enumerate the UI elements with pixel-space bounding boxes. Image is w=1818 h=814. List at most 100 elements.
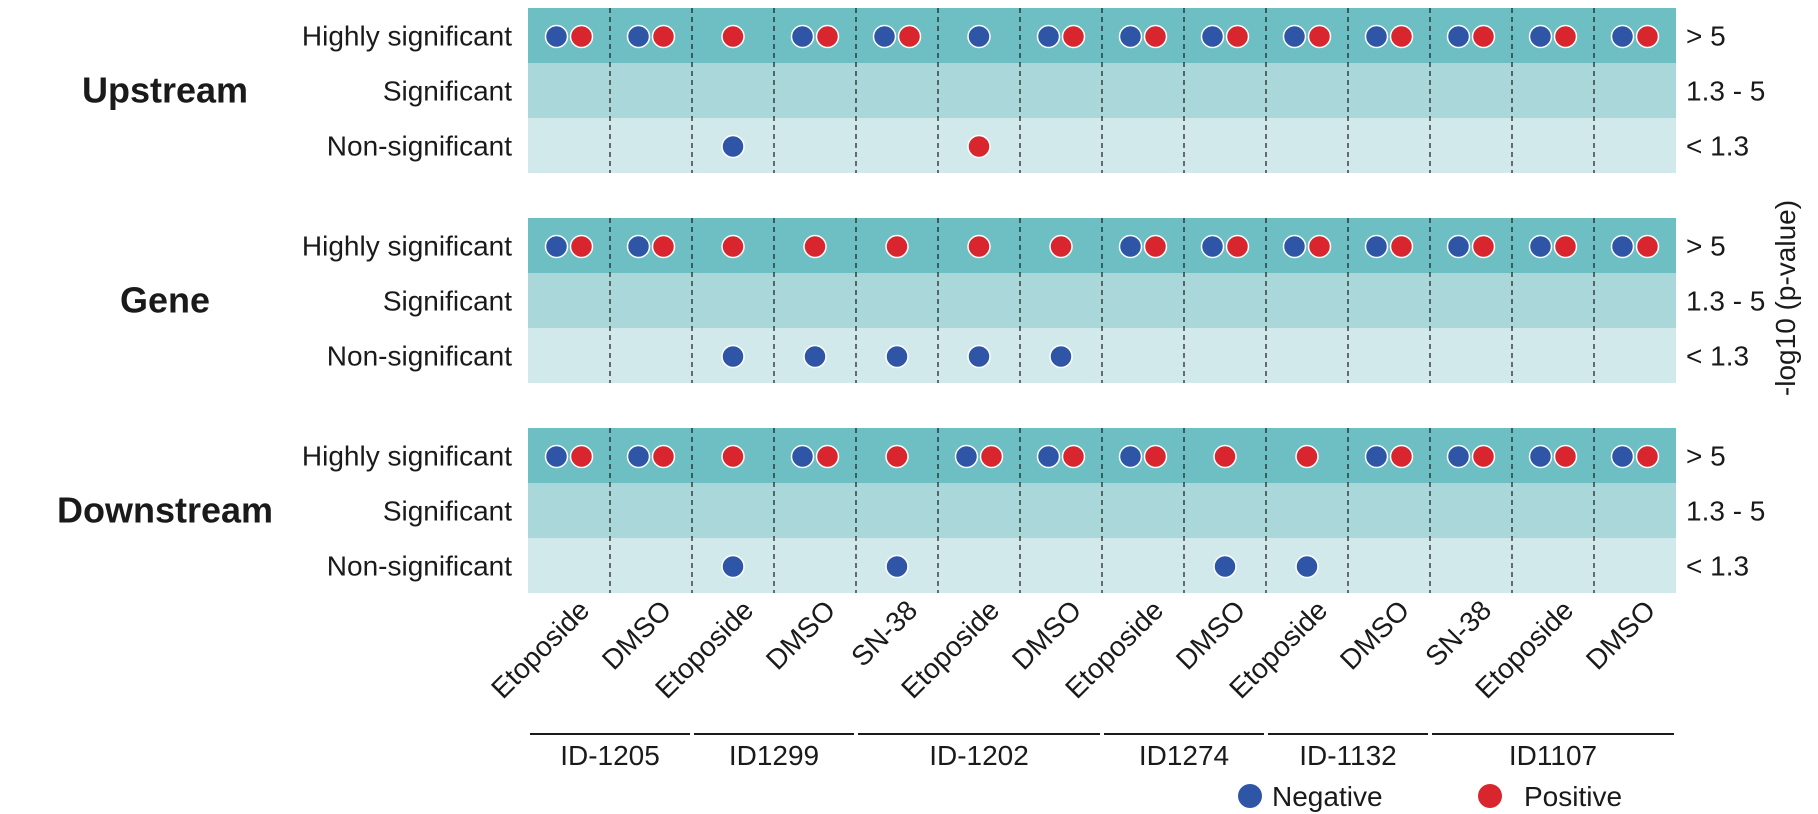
negative-dot bbox=[1610, 234, 1635, 259]
positive-dot bbox=[1553, 444, 1578, 469]
range-label: 1.3 - 5 bbox=[1686, 76, 1765, 107]
positive-dot bbox=[1225, 234, 1250, 259]
negative-dot bbox=[1118, 444, 1143, 469]
row-label: Non-significant bbox=[327, 341, 512, 372]
legend-positive-marker bbox=[1478, 784, 1502, 808]
positive-dot bbox=[1389, 234, 1414, 259]
axis-title: -log10 (p-value) bbox=[1770, 200, 1801, 396]
row-label: Non-significant bbox=[327, 551, 512, 582]
negative-dot bbox=[1364, 234, 1389, 259]
negative-dot bbox=[1282, 24, 1307, 49]
negative-dot bbox=[1295, 554, 1319, 579]
row-label: Highly significant bbox=[302, 21, 512, 52]
positive-dot bbox=[1143, 234, 1168, 259]
positive-dot bbox=[885, 234, 909, 259]
negative-dot bbox=[1528, 24, 1553, 49]
negative-dot bbox=[1364, 24, 1389, 49]
positive-dot bbox=[1049, 234, 1073, 259]
row-label: Non-significant bbox=[327, 131, 512, 162]
legend-positive-label: Positive bbox=[1524, 781, 1622, 812]
negative-dot bbox=[967, 24, 991, 49]
positive-dot bbox=[1307, 234, 1332, 259]
group-label: ID-1132 bbox=[1299, 740, 1397, 771]
negative-dot bbox=[544, 24, 569, 49]
row-label: Highly significant bbox=[302, 441, 512, 472]
negative-dot bbox=[544, 234, 569, 259]
range-label: > 5 bbox=[1686, 441, 1726, 472]
negative-dot bbox=[1049, 344, 1073, 369]
negative-dot bbox=[1213, 554, 1237, 579]
legend-negative-marker bbox=[1238, 784, 1262, 808]
positive-dot bbox=[569, 234, 594, 259]
negative-dot bbox=[626, 234, 651, 259]
section-label-downstream: Downstream bbox=[57, 490, 273, 531]
negative-dot bbox=[967, 344, 991, 369]
row-label: Highly significant bbox=[302, 231, 512, 262]
negative-dot bbox=[721, 134, 745, 159]
positive-dot bbox=[721, 234, 745, 259]
negative-dot bbox=[1364, 444, 1389, 469]
negative-dot bbox=[1610, 444, 1635, 469]
condition-label: DMSO bbox=[760, 594, 841, 675]
negative-dot bbox=[1446, 24, 1471, 49]
positive-dot bbox=[815, 444, 840, 469]
negative-dot bbox=[626, 444, 651, 469]
positive-dot bbox=[721, 444, 745, 469]
positive-dot bbox=[651, 444, 676, 469]
negative-dot bbox=[954, 444, 979, 469]
negative-dot bbox=[1282, 234, 1307, 259]
group-label: ID1274 bbox=[1139, 740, 1229, 771]
negative-dot bbox=[1200, 234, 1225, 259]
negative-dot bbox=[721, 554, 745, 579]
positive-dot bbox=[1061, 24, 1086, 49]
positive-dot bbox=[897, 24, 922, 49]
negative-dot bbox=[1036, 444, 1061, 469]
positive-dot bbox=[1553, 24, 1578, 49]
negative-dot bbox=[1118, 234, 1143, 259]
positive-dot bbox=[651, 24, 676, 49]
negative-dot bbox=[885, 554, 909, 579]
positive-dot bbox=[1295, 444, 1319, 469]
group-label: ID1299 bbox=[729, 740, 819, 771]
positive-dot bbox=[569, 24, 594, 49]
condition-label: DMSO bbox=[1580, 594, 1661, 675]
positive-dot bbox=[885, 444, 909, 469]
positive-dot bbox=[815, 24, 840, 49]
condition-label: Etoposide bbox=[485, 594, 595, 704]
range-label: < 1.3 bbox=[1686, 131, 1749, 162]
negative-dot bbox=[1528, 234, 1553, 259]
group-label: ID-1202 bbox=[929, 740, 1029, 771]
positive-dot bbox=[1143, 24, 1168, 49]
condition-label: DMSO bbox=[1170, 594, 1251, 675]
positive-dot bbox=[1471, 24, 1496, 49]
positive-dot bbox=[1143, 444, 1168, 469]
range-label: > 5 bbox=[1686, 21, 1726, 52]
condition-label: DMSO bbox=[596, 594, 677, 675]
positive-dot bbox=[1471, 234, 1496, 259]
positive-dot bbox=[1553, 234, 1578, 259]
positive-dot bbox=[1061, 444, 1086, 469]
negative-dot bbox=[1528, 444, 1553, 469]
negative-dot bbox=[1446, 444, 1471, 469]
negative-dot bbox=[803, 344, 827, 369]
row-label: Significant bbox=[383, 496, 512, 527]
positive-dot bbox=[721, 24, 745, 49]
negative-dot bbox=[1610, 24, 1635, 49]
positive-dot bbox=[967, 134, 991, 159]
range-label: 1.3 - 5 bbox=[1686, 496, 1765, 527]
range-label: < 1.3 bbox=[1686, 341, 1749, 372]
range-label: > 5 bbox=[1686, 231, 1726, 262]
positive-dot bbox=[1213, 444, 1237, 469]
range-label: < 1.3 bbox=[1686, 551, 1749, 582]
negative-dot bbox=[1200, 24, 1225, 49]
negative-dot bbox=[626, 24, 651, 49]
negative-dot bbox=[1036, 24, 1061, 49]
legend-negative-label: Negative bbox=[1272, 781, 1383, 812]
condition-label: DMSO bbox=[1006, 594, 1087, 675]
negative-dot bbox=[1118, 24, 1143, 49]
condition-label: SN-38 bbox=[845, 594, 923, 672]
positive-dot bbox=[967, 234, 991, 259]
positive-dot bbox=[651, 234, 676, 259]
negative-dot bbox=[721, 344, 745, 369]
